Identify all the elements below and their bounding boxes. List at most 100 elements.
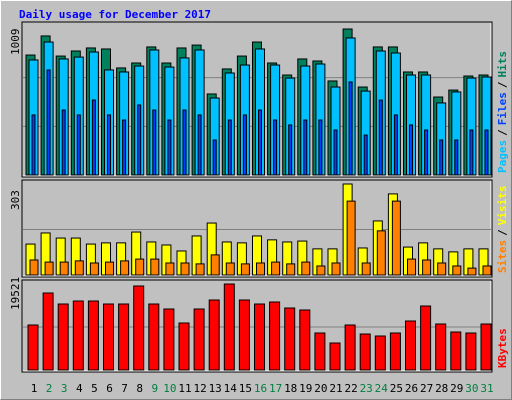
x-tick-label: 20 [314, 382, 327, 395]
x-tick-label: 9 [151, 382, 158, 395]
bar [333, 129, 338, 176]
legend-entry: Hits [496, 51, 509, 78]
x-tick-label: 31 [480, 382, 493, 395]
bar [240, 263, 250, 276]
bar [152, 109, 157, 176]
y-tick-label: 19521 [9, 277, 22, 310]
x-tick-label: 12 [193, 382, 206, 395]
bevel [23, 23, 492, 177]
bar [465, 332, 477, 371]
bar [195, 263, 205, 276]
x-tick-label: 28 [435, 382, 448, 395]
bar [91, 99, 96, 176]
bar [437, 262, 447, 276]
bar [254, 303, 265, 371]
x-tick-label: 22 [344, 382, 357, 395]
bar [31, 114, 36, 176]
bar [318, 119, 323, 176]
bar [210, 254, 220, 276]
bar [225, 262, 235, 276]
bar [299, 309, 311, 371]
legend-separator: / [496, 129, 509, 136]
bar [269, 301, 281, 371]
x-tick-label: 23 [360, 382, 373, 395]
bar [72, 300, 84, 371]
x-tick-label: 14 [224, 382, 238, 395]
bar [361, 262, 371, 276]
bar [105, 261, 114, 276]
bar [405, 320, 416, 371]
bar [344, 324, 356, 371]
x-tick-label: 13 [209, 382, 222, 395]
bar [242, 114, 247, 176]
bar [103, 303, 114, 371]
bar [422, 259, 432, 276]
bar [148, 303, 160, 371]
legend-entry: Files [496, 92, 509, 125]
y-tick-label: 1009 [9, 29, 22, 56]
bar [76, 114, 81, 176]
legend-separator: / [496, 81, 509, 88]
bar [133, 285, 145, 371]
x-tick-label: 27 [420, 382, 433, 395]
x-tick-label: 25 [390, 382, 403, 395]
bar [420, 305, 432, 371]
x-tick-label: 4 [76, 382, 83, 395]
bar [301, 261, 311, 276]
bar [135, 258, 145, 276]
legend: Sites / Visits [496, 186, 509, 274]
bar [165, 262, 175, 276]
bar [44, 261, 54, 276]
bar [482, 265, 492, 276]
bar [89, 262, 99, 276]
bar [74, 260, 84, 276]
bar [182, 109, 187, 176]
bar [329, 342, 341, 371]
bar [363, 134, 368, 176]
bar [46, 69, 51, 176]
y-tick-label: 303 [9, 190, 22, 210]
bar [407, 258, 416, 276]
bar [450, 331, 462, 371]
bar [389, 332, 401, 371]
bar [424, 129, 429, 176]
bar [469, 129, 474, 176]
x-tick-label: 11 [178, 382, 191, 395]
bar [238, 299, 250, 371]
bar [374, 335, 386, 371]
bar [59, 261, 69, 276]
bar [393, 114, 398, 176]
bar [122, 119, 127, 176]
bevel [23, 281, 492, 372]
bar [452, 265, 462, 276]
bar [87, 300, 99, 371]
x-tick-label: 26 [405, 382, 418, 395]
bar [137, 104, 142, 176]
bar [27, 324, 39, 371]
x-tick-label: 30 [465, 382, 478, 395]
bar [212, 139, 217, 176]
bevel [23, 181, 492, 277]
x-tick-label: 3 [61, 382, 68, 395]
bar [480, 323, 492, 371]
bar [29, 259, 39, 276]
x-tick-label: 16 [254, 382, 267, 395]
bar [180, 262, 190, 276]
x-tick-label: 6 [106, 382, 113, 395]
x-tick-label: 19 [299, 382, 312, 395]
bar [391, 200, 401, 276]
x-tick-label: 24 [375, 382, 389, 395]
legend-entry: Visits [496, 186, 509, 226]
x-tick-label: 21 [329, 382, 342, 395]
bar [376, 230, 386, 276]
bar [467, 267, 477, 276]
bar [118, 303, 130, 371]
bar [107, 114, 111, 176]
x-tick-label: 15 [239, 382, 252, 395]
bar [193, 308, 205, 371]
x-tick-label: 8 [136, 382, 143, 395]
bar [316, 265, 326, 276]
legend: Pages / Files / Hits [496, 51, 509, 173]
x-tick-label: 5 [91, 382, 98, 395]
